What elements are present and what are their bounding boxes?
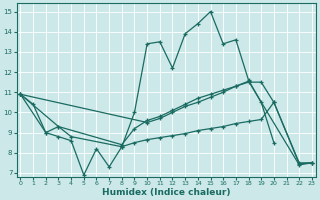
X-axis label: Humidex (Indice chaleur): Humidex (Indice chaleur) (102, 188, 230, 197)
